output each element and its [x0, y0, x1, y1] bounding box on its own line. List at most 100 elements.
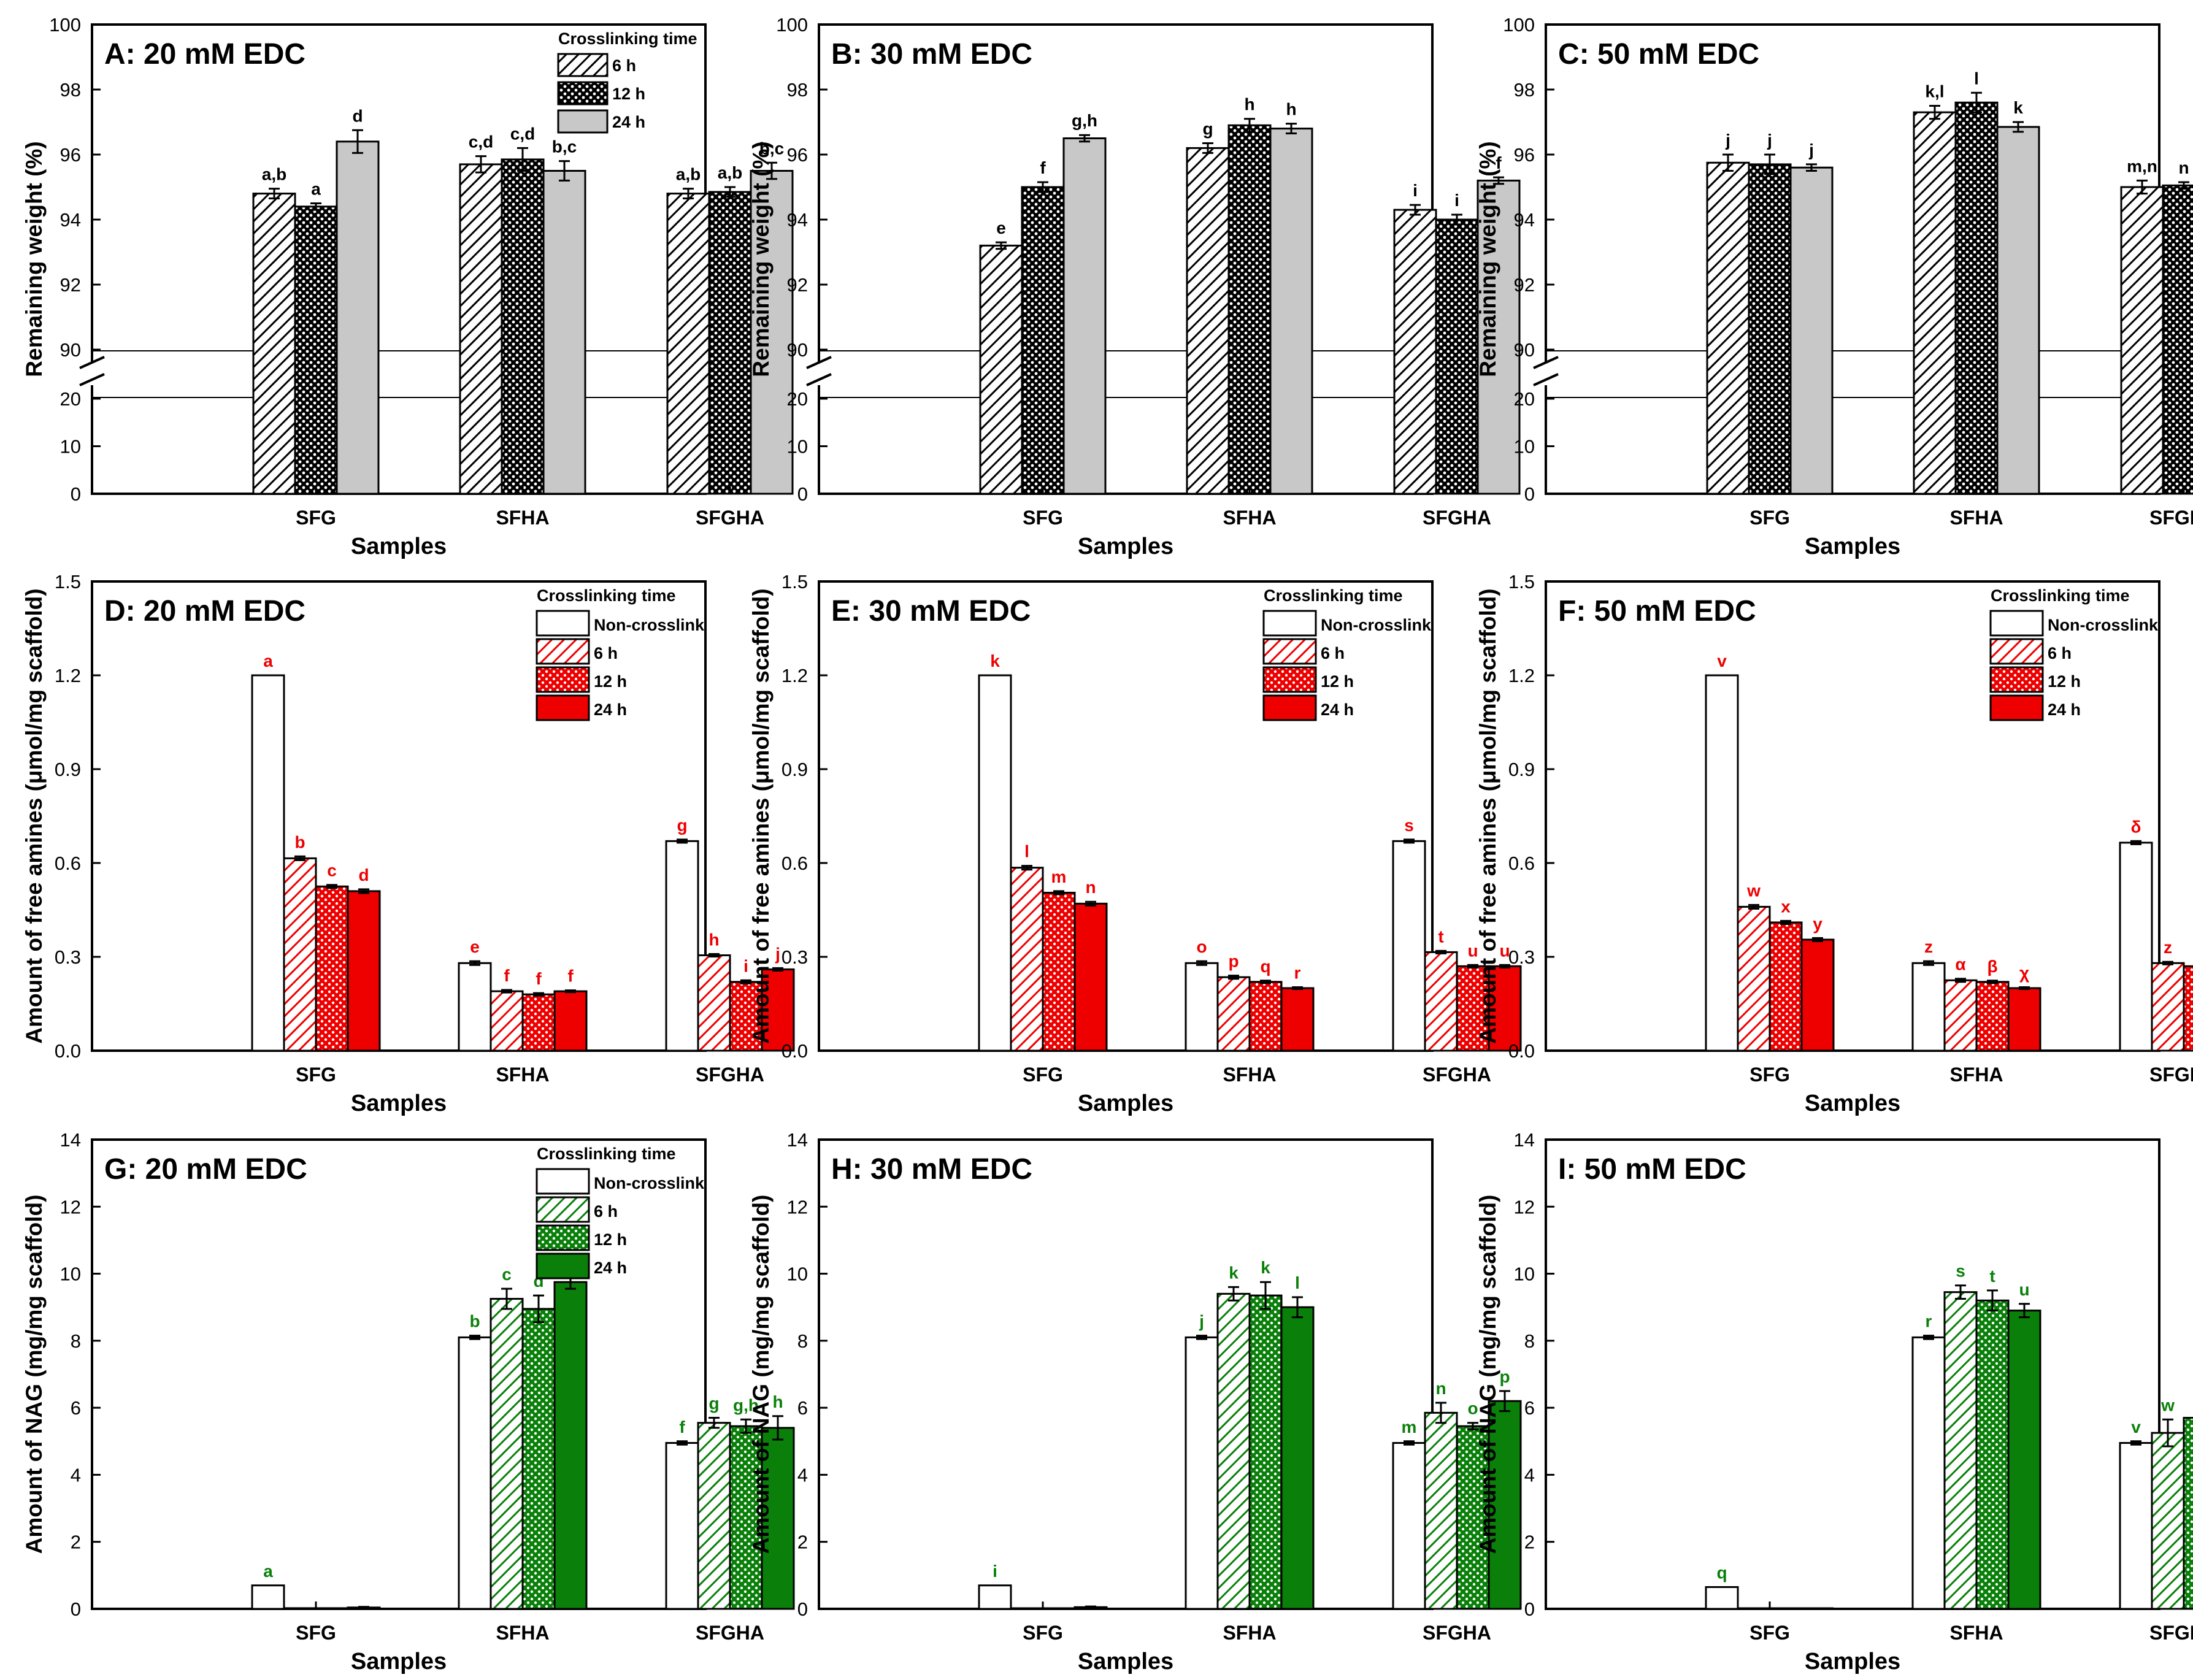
plot-frame [818, 23, 1434, 495]
bar [1424, 1411, 1458, 1610]
legend-label: 24 h [594, 1259, 627, 1277]
bar [542, 170, 586, 495]
panel-a: 90 92 94 96 98 100 0 10 20 a,b c,d a,b a c,d a,b d b,c b,… [21, 14, 794, 559]
bar [2007, 1310, 2041, 1610]
y-axis-label: Remaining weight (%) [748, 141, 774, 377]
legend-label: Non-crosslink [1321, 616, 1432, 634]
significance-label: i [743, 956, 748, 975]
bar [1488, 965, 1522, 1052]
bar [251, 674, 285, 1052]
significance-label: m,n [2127, 156, 2157, 175]
legend-swatch [1989, 610, 2044, 637]
x-tick-label: SFG [1023, 1064, 1063, 1086]
bar [1185, 962, 1219, 1052]
legend-title: Crosslinking time [1991, 586, 2130, 605]
y-tick-label: 0 [797, 483, 808, 505]
significance-label: h [772, 1392, 783, 1411]
plot-frame [1545, 580, 2160, 1052]
break-slash [806, 356, 832, 369]
x-tick-label: SFG [1749, 1622, 1790, 1644]
panel-title: G: 20 mM EDC [104, 1153, 307, 1186]
bar [1789, 166, 1834, 495]
y-tick-label: 20 [60, 388, 81, 410]
legend-label: Non-crosslink [594, 616, 705, 634]
legend-swatch [536, 666, 590, 693]
y-tick-label: 0 [71, 1598, 81, 1620]
panel-title: C: 50 mM EDC [1558, 38, 1759, 71]
x-tick-label: SFHA [1223, 1064, 1276, 1086]
bar [1705, 1586, 1739, 1610]
break-slash [79, 356, 105, 369]
significance-label: a,b [262, 165, 286, 184]
bar [283, 1607, 317, 1610]
bar [283, 857, 317, 1052]
y-tick-label: 92 [60, 274, 81, 296]
significance-label: f [1496, 153, 1502, 172]
panel-title: E: 30 mM EDC [831, 595, 1031, 627]
legend-label: 12 h [594, 672, 627, 691]
significance-label: l [1295, 1273, 1300, 1292]
significance-label: c [502, 1265, 512, 1284]
y-tick-label: 1.2 [782, 665, 808, 686]
legend-label: 24 h [2048, 700, 2081, 719]
x-tick-label: SFG [296, 1622, 336, 1644]
significance-label: f [567, 967, 574, 986]
legend-label: 24 h [1321, 700, 1354, 719]
panel-title: H: 30 mM EDC [831, 1153, 1032, 1186]
panel-title: F: 50 mM EDC [1558, 595, 1756, 627]
legend-swatch [1989, 694, 2044, 721]
significance-label: g,h [733, 1395, 759, 1414]
significance-label: o [1196, 937, 1207, 956]
significance-label: j [1808, 140, 1814, 159]
panel-e: 0.0 0.3 0.6 0.9 1.2 1.5 k o s l p t m q u n r u SFG SFHA SFG… [748, 571, 1522, 1116]
plot-frame [1545, 23, 2160, 495]
y-tick-label: 12 [60, 1196, 81, 1218]
x-tick-label: SFGHA [1423, 1064, 1491, 1086]
bar [521, 1308, 556, 1610]
y-tick-label: 100 [49, 14, 81, 36]
significance-label: a,b [676, 165, 701, 184]
y-tick-label: 8 [797, 1330, 808, 1352]
x-tick-label: SFGHA [696, 507, 764, 529]
significance-label: e [470, 937, 480, 956]
bar [347, 890, 381, 1052]
y-tick-label: 94 [787, 209, 808, 231]
significance-label: h [1244, 95, 1254, 114]
significance-label: δ [2131, 817, 2141, 836]
x-tick-label: SFG [296, 1064, 336, 1086]
significance-label: i [1454, 191, 1459, 210]
axis-break-gap [801, 351, 1451, 397]
break-slash [79, 373, 105, 386]
bar [666, 193, 710, 495]
legend-label: 12 h [594, 1230, 627, 1249]
y-tick-label: 96 [60, 144, 81, 166]
y-tick-label: 10 [787, 1264, 808, 1285]
significance-label: d [358, 865, 369, 884]
y-tick-label: 94 [1514, 209, 1535, 231]
bar [1042, 891, 1076, 1052]
legend-swatch [557, 53, 609, 77]
y-tick-label: 10 [1514, 1264, 1535, 1285]
panel-d: 0.0 0.3 0.6 0.9 1.2 1.5 a e g b f h c f i d f j SFG SFHA SFG… [21, 571, 795, 1116]
legend-swatch [536, 1168, 590, 1195]
significance-label: g,h [1072, 111, 1097, 130]
panel-title: A: 20 mM EDC [104, 38, 305, 71]
bar [2151, 1432, 2185, 1610]
significance-label: a [263, 651, 273, 670]
y-tick-label: 20 [1514, 388, 1535, 410]
y-tick-label: 0 [1524, 483, 1535, 505]
bar [315, 1607, 349, 1610]
significance-label: r [1294, 963, 1301, 982]
legend-title: Crosslinking time [537, 1145, 676, 1163]
bar [1393, 209, 1437, 495]
x-tick-label: SFGHA [2149, 1064, 2193, 1086]
break-slash [806, 373, 832, 386]
x-tick-label: SFG [1749, 1064, 1790, 1086]
significance-label: f [679, 1417, 685, 1436]
legend-label: 24 h [594, 700, 627, 719]
bar [1216, 1292, 1251, 1610]
significance-label: f [1040, 158, 1046, 177]
plot-frame [818, 580, 1434, 1052]
bar [729, 981, 763, 1052]
y-tick-label: 1.5 [1508, 571, 1535, 593]
